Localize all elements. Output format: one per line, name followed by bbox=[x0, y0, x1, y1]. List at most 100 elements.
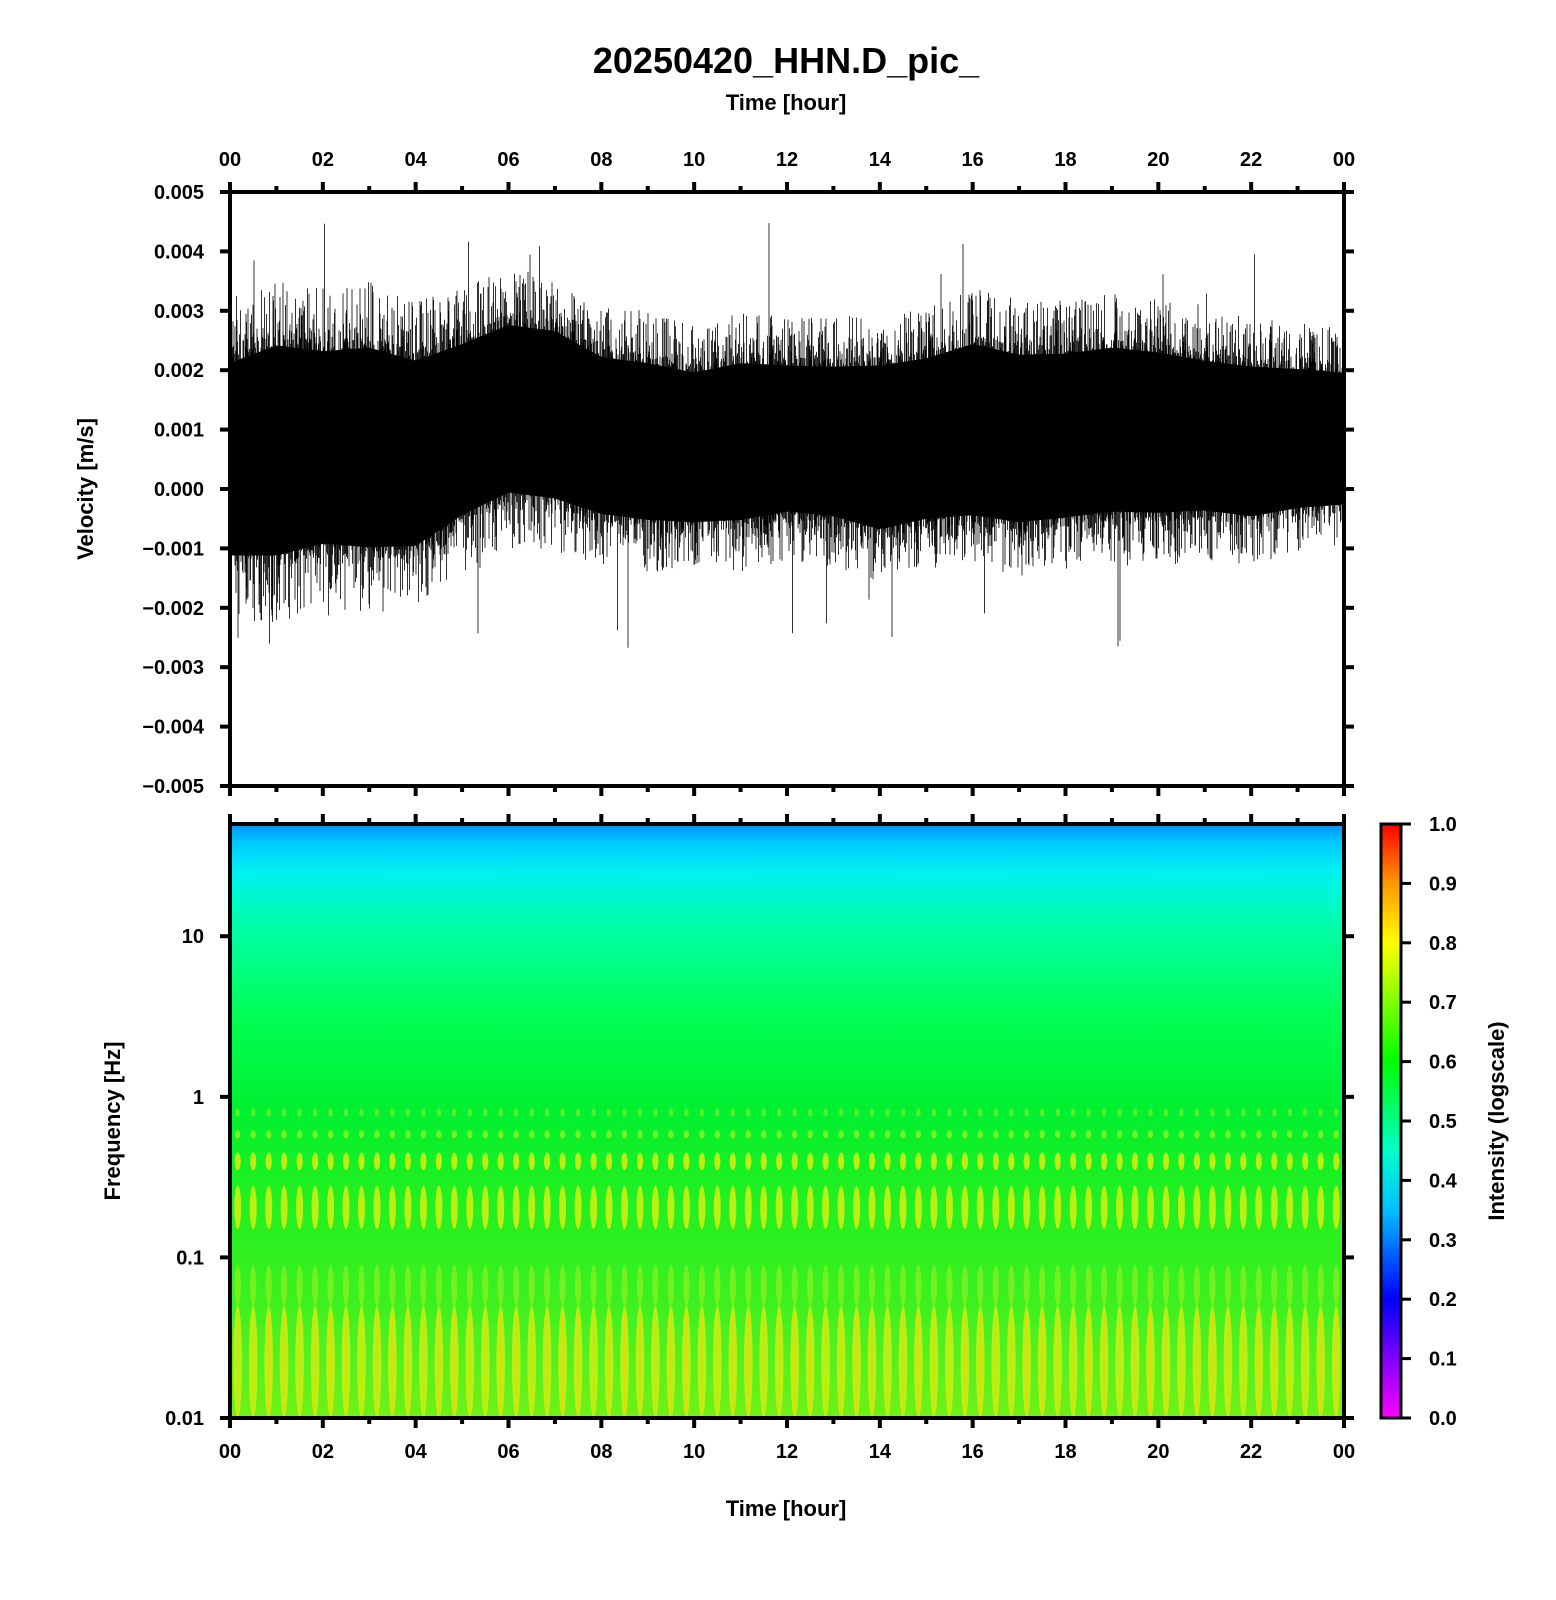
spectrogram-band bbox=[1333, 1108, 1339, 1117]
spectrogram-band bbox=[1117, 1108, 1122, 1117]
spectrogram-band bbox=[792, 1108, 797, 1117]
colorbar-tick-label: 0.3 bbox=[1429, 1230, 1457, 1252]
spectrogram-band bbox=[946, 1152, 953, 1171]
spectrogram-band bbox=[652, 1264, 659, 1306]
spectrogram-band bbox=[1163, 1108, 1169, 1117]
spectrogram-band bbox=[1333, 1152, 1340, 1171]
spectrogram-band bbox=[1286, 1264, 1293, 1306]
spectrogram-band bbox=[1055, 1130, 1061, 1139]
bottom-x-tick-label: 00 bbox=[1333, 1441, 1355, 1463]
spectrogram-band bbox=[1209, 1264, 1216, 1306]
spectrogram-band bbox=[250, 1108, 256, 1117]
spectrogram-band bbox=[1023, 1185, 1031, 1230]
spectrogram-band bbox=[1147, 1185, 1154, 1230]
spectrogram-band bbox=[590, 1185, 598, 1230]
colorbar-tick-label: 0.0 bbox=[1429, 1408, 1457, 1430]
spectrogram-band bbox=[575, 1108, 581, 1117]
bottom-x-tick-label: 04 bbox=[405, 1441, 428, 1463]
spectrogram-band bbox=[1317, 1152, 1324, 1171]
spectrogram-band bbox=[1209, 1130, 1216, 1139]
spectrogram-band bbox=[930, 1185, 938, 1230]
spectrogram-band bbox=[544, 1108, 550, 1117]
spectrogram-band bbox=[992, 1152, 999, 1171]
spectrogram-band bbox=[745, 1130, 751, 1139]
top-x-tick-label: 04 bbox=[405, 149, 428, 171]
spectrogram-band bbox=[235, 1130, 241, 1139]
top-x-tick-label: 06 bbox=[497, 149, 519, 171]
spectrogram-band bbox=[389, 1152, 396, 1171]
spectrogram-band bbox=[606, 1130, 612, 1139]
spectrogram-band bbox=[1224, 1185, 1232, 1230]
spectrogram-band bbox=[1208, 1185, 1216, 1230]
spectrogram-band bbox=[482, 1130, 488, 1139]
spectrogram-band bbox=[760, 1185, 768, 1230]
colorbar-tick-label: 1.0 bbox=[1429, 814, 1457, 836]
spectrogram-band bbox=[235, 1108, 240, 1117]
waveform-y-tick-label: 0.003 bbox=[154, 301, 204, 323]
spectrogram-band bbox=[466, 1264, 473, 1306]
colorbar-tick-label: 0.9 bbox=[1429, 873, 1457, 895]
spectrogram-band bbox=[1317, 1264, 1324, 1306]
spectrogram-band bbox=[266, 1130, 272, 1139]
spectrogram-band bbox=[296, 1130, 303, 1139]
spectrogram-band bbox=[822, 1130, 829, 1139]
spectrogram-band bbox=[1178, 1130, 1185, 1139]
spectrogram-band bbox=[1131, 1152, 1139, 1171]
spectrogram-band bbox=[962, 1108, 968, 1117]
spectrogram-band bbox=[775, 1185, 783, 1230]
spectrogram-band bbox=[1255, 1264, 1262, 1306]
spectrogram-band bbox=[1318, 1130, 1324, 1139]
spectrogram-band bbox=[668, 1108, 674, 1117]
spectrogram-band bbox=[1302, 1264, 1309, 1306]
spectrogram-band bbox=[868, 1264, 876, 1306]
spectrogram-band bbox=[296, 1152, 303, 1171]
spectrogram-band bbox=[1008, 1264, 1015, 1306]
spectrogram-y-axis-title: Frequency [Hz] bbox=[100, 1042, 125, 1201]
spectrogram-y-tick-label: 1 bbox=[193, 1087, 204, 1109]
spectrogram-band bbox=[249, 1185, 257, 1230]
spectrogram-band bbox=[420, 1152, 427, 1171]
spectrogram-band bbox=[358, 1185, 365, 1230]
spectrogram-band bbox=[683, 1264, 690, 1306]
spectrogram-band bbox=[977, 1130, 983, 1139]
spectrogram-band bbox=[636, 1152, 644, 1171]
spectrogram-band bbox=[1039, 1264, 1046, 1306]
spectrogram-band bbox=[746, 1108, 751, 1117]
spectrogram-band bbox=[1101, 1130, 1107, 1139]
spectrogram-band bbox=[682, 1185, 690, 1230]
spectrogram-band bbox=[900, 1130, 906, 1139]
spectrogram-band bbox=[916, 1108, 921, 1117]
spectrogram-band bbox=[312, 1130, 318, 1139]
spectrogram-band bbox=[1271, 1264, 1278, 1306]
spectrogram-band bbox=[884, 1264, 891, 1306]
spectrogram-band bbox=[234, 1152, 241, 1171]
spectrogram-band bbox=[1023, 1152, 1030, 1171]
spectrogram-band bbox=[482, 1152, 489, 1171]
spectrogram-band bbox=[590, 1264, 597, 1306]
spectrogram-band bbox=[544, 1152, 551, 1171]
colorbar-tick-label: 0.7 bbox=[1429, 992, 1457, 1014]
top-x-axis-title: Time [hour] bbox=[726, 90, 847, 115]
spectrogram-band bbox=[281, 1108, 287, 1117]
bottom-x-axis-title: Time [hour] bbox=[726, 1496, 847, 1521]
spectrogram-band bbox=[1178, 1152, 1185, 1171]
spectrogram-band bbox=[1070, 1108, 1076, 1117]
spectrogram-band bbox=[1131, 1185, 1139, 1230]
spectrogram-band bbox=[637, 1108, 643, 1117]
bottom-x-tick-label: 00 bbox=[219, 1441, 241, 1463]
spectrogram-band bbox=[947, 1108, 952, 1117]
spectrogram-band bbox=[714, 1264, 721, 1306]
spectrogram-band bbox=[1101, 1108, 1107, 1117]
spectrogram-band bbox=[1194, 1130, 1200, 1139]
spectrogram-band bbox=[683, 1152, 690, 1171]
spectrogram-band bbox=[791, 1152, 798, 1171]
spectrogram-band bbox=[1023, 1130, 1030, 1139]
spectrogram-band bbox=[250, 1152, 257, 1171]
spectrogram-band bbox=[636, 1185, 644, 1230]
colorbar-label: Intensity (logscale) bbox=[1484, 1021, 1509, 1220]
spectrogram-band bbox=[945, 1185, 953, 1230]
spectrogram-band bbox=[327, 1264, 334, 1306]
spectrogram-band bbox=[1210, 1108, 1215, 1117]
spectrogram-band bbox=[1147, 1152, 1154, 1171]
spectrogram-band bbox=[653, 1108, 658, 1117]
